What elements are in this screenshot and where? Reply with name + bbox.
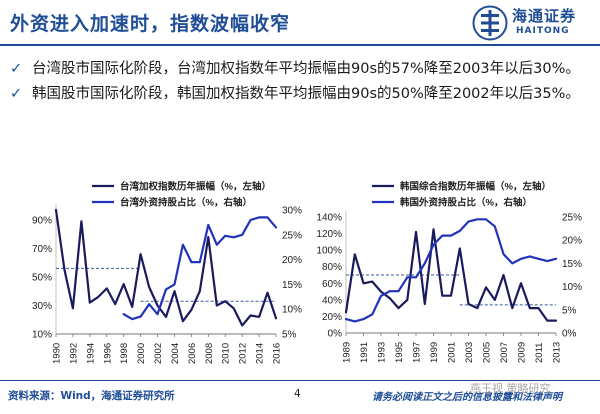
- y-right-tick-label: 25%: [282, 230, 302, 241]
- y-right-tick-label: 20%: [282, 255, 302, 266]
- checkmark-icon: ✓: [10, 86, 23, 102]
- bullet-korea: ✓ 韩国股市国际化阶段，韩国加权指数年平均振幅由90s的50%降至2002年以后…: [10, 83, 590, 105]
- x-tick-label: 2005: [482, 342, 493, 363]
- logo-text-cn: 海通证券: [512, 7, 577, 25]
- y-left-tick-label: 10%: [32, 330, 52, 341]
- company-logo: 海通证券 HAITONG: [472, 4, 594, 42]
- source-note: 资料来源：Wind，海通证券研究所: [8, 390, 175, 402]
- y-right-tick-label: 15%: [282, 280, 302, 291]
- y-left-tick-label: 80%: [322, 262, 342, 273]
- footer-divider: [0, 380, 600, 381]
- y-left-tick-label: 140%: [316, 213, 342, 224]
- x-tick-label: 2000: [136, 343, 147, 364]
- checkmark-icon: ✓: [10, 61, 23, 77]
- legend-label: 台湾外资持股占比（%，右轴）: [120, 197, 252, 209]
- x-tick-label: 1992: [68, 343, 79, 364]
- x-tick-label: 1998: [119, 343, 130, 364]
- y-right-tick-label: 20%: [562, 236, 582, 247]
- x-tick-label: 1999: [429, 342, 440, 363]
- series-line-left: [344, 228, 558, 322]
- x-tick-label: 2008: [204, 343, 215, 364]
- logo-text-en: HAITONG: [516, 26, 570, 36]
- x-tick-label: 2002: [153, 343, 164, 364]
- y-right-tick-label: 15%: [562, 259, 582, 270]
- x-tick-label: 2009: [517, 342, 528, 363]
- footer: 资料来源：Wind，海通证券研究所 4 请务必阅读正文之后的信息披露和法律声明 …: [0, 380, 600, 414]
- x-tick-label: 1996: [102, 343, 113, 364]
- x-tick-label: 2014: [255, 343, 266, 364]
- y-right-tick-label: 0%: [562, 329, 577, 340]
- legend-label: 韩国外资持股占比（%，右轴）: [400, 197, 532, 209]
- x-tick-label: 1991: [359, 342, 370, 363]
- y-left-tick-label: 70%: [32, 244, 52, 255]
- header: 外资进入加速时，指数波幅收窄 海通证券 HAITONG: [0, 0, 600, 48]
- bullet-taiwan: ✓ 台湾股市国际化阶段，台湾加权指数年平均振幅由90s的57%降至2003年以后…: [10, 58, 590, 80]
- x-tick-label: 2012: [238, 343, 249, 364]
- bullet-text: 台湾股市国际化阶段，台湾加权指数年平均振幅由90s的57%降至2003年以后30…: [32, 61, 580, 77]
- x-tick-label: 2007: [499, 342, 510, 363]
- series-line-right: [122, 216, 278, 321]
- x-tick-label: 2013: [552, 342, 563, 363]
- y-left-tick-label: 40%: [322, 295, 342, 306]
- y-right-tick-label: 10%: [562, 282, 582, 293]
- series-line-right: [344, 218, 558, 323]
- page-number: 4: [294, 388, 301, 400]
- x-tick-label: 2003: [464, 342, 475, 363]
- y-left-tick-label: 60%: [322, 279, 342, 290]
- watermark: 燕王视 策略研究: [470, 382, 551, 395]
- x-tick-label: 1997: [412, 342, 423, 363]
- y-left-tick-label: 120%: [316, 229, 342, 240]
- x-tick-label: 1989: [342, 342, 353, 363]
- x-tick-label: 1994: [85, 343, 96, 364]
- page-title: 外资进入加速时，指数波幅收窄: [10, 13, 291, 35]
- legend-label: 台湾加权指数历年振幅（%，左轴）: [120, 181, 271, 193]
- legend-label: 韩国综合指数历年振幅（%，左轴）: [400, 181, 551, 193]
- y-right-tick-label: 5%: [282, 330, 297, 341]
- x-tick-label: 2016: [272, 343, 283, 364]
- x-tick-label: 1990: [52, 343, 63, 364]
- x-tick-label: 2011: [534, 343, 545, 363]
- y-right-tick-label: 10%: [282, 305, 302, 316]
- y-left-tick-label: 30%: [32, 301, 52, 312]
- x-tick-label: 2004: [170, 343, 181, 364]
- series-line-left: [54, 208, 278, 327]
- y-left-tick-label: 90%: [32, 215, 52, 226]
- title-divider: [0, 44, 600, 46]
- x-tick-label: 2001: [447, 342, 458, 363]
- x-tick-label: 2006: [187, 343, 198, 364]
- y-right-tick-label: 30%: [282, 206, 302, 217]
- bullet-text: 韩国股市国际化阶段，韩国加权指数年平均振幅由90s的50%降至2002年以后35…: [32, 86, 580, 102]
- y-left-tick-label: 100%: [316, 246, 342, 257]
- chart-2: 0% 20% 40% 60% 80% 100% 120% 140% 0% 5% 10% 15% 20% 2…: [316, 181, 582, 364]
- y-left-tick-label: 0%: [328, 329, 343, 340]
- x-tick-label: 1995: [394, 342, 405, 363]
- y-left-tick-label: 50%: [32, 272, 52, 283]
- bullet-list: ✓ 台湾股市国际化阶段，台湾加权指数年平均振幅由90s的57%降至2003年以后…: [10, 58, 590, 108]
- x-tick-label: 1993: [377, 342, 388, 363]
- logo-mark-icon: [472, 5, 508, 41]
- disclaimer: 请务必阅读正文之后的信息披露和法律声明: [372, 392, 562, 403]
- y-left-tick-label: 20%: [322, 312, 342, 323]
- y-right-tick-label: 5%: [562, 305, 577, 316]
- x-tick-label: 2010: [221, 343, 232, 364]
- y-right-tick-label: 25%: [562, 213, 582, 224]
- chart-1: 10% 30% 50% 70% 90% 5% 10% 15% 20% 25% 30% 1990 1992…: [32, 181, 302, 365]
